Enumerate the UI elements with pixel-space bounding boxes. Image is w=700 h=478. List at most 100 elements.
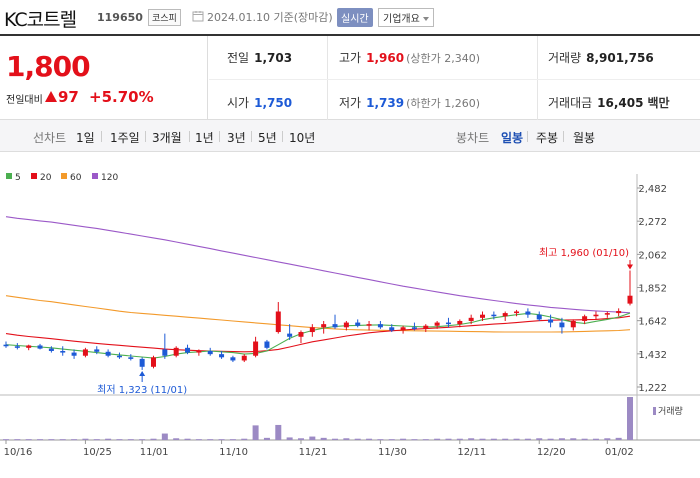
x-tick-label: 11/30 [378, 447, 407, 458]
candle-monthly[interactable]: 월봉 [573, 131, 596, 145]
volume-bar [309, 436, 316, 440]
legend-ma120[interactable]: 120 [92, 173, 118, 183]
volume-bar [252, 425, 259, 440]
volume-bar [275, 424, 282, 440]
volume-bar [332, 438, 339, 440]
volume-bar [59, 439, 66, 441]
volume-bar [116, 439, 123, 441]
volume-bar [524, 438, 531, 440]
volume-bar [456, 438, 463, 440]
candle-body [423, 325, 429, 329]
volume-bar [161, 433, 168, 440]
period-1d[interactable]: 1일 [76, 131, 95, 145]
candle-body [196, 350, 202, 353]
volume-bar [388, 439, 395, 441]
max-arrowhead [627, 264, 633, 270]
company-info-dropdown[interactable]: 기업개요 [378, 8, 434, 27]
candle-body [150, 357, 156, 367]
legend-ma60[interactable]: 60 [61, 173, 81, 183]
candle-body [309, 327, 315, 333]
stock-header: KC코트렐 119650 코스피 2024.01.10 기준(장마감) 실시간 … [0, 0, 700, 34]
legend-ma20[interactable]: 20 [31, 173, 51, 183]
y-tick-label: 2,062 [638, 250, 667, 261]
divider [101, 131, 102, 142]
candle-body [491, 314, 497, 317]
volume-bar [627, 397, 633, 440]
y-tick-label: 1,432 [638, 350, 667, 361]
candle-body [207, 350, 213, 355]
change-label: 전일대비 [6, 95, 43, 106]
volume-bar [377, 439, 384, 441]
stock-name: KC코트렐 [4, 9, 77, 31]
prev-close: 전일 1,703 [227, 51, 293, 65]
x-tick-label: 11/21 [299, 447, 328, 458]
x-tick-label: 10/16 [4, 447, 33, 458]
market-badge: 코스피 [148, 9, 181, 26]
ma120-line [5, 216, 631, 314]
volume-bar [422, 439, 429, 441]
candle-body [366, 324, 372, 326]
divider [527, 131, 528, 142]
period-1w[interactable]: 1주일 [110, 131, 140, 145]
volume-bar [71, 439, 78, 441]
chart-toolbar: 선차트 1일 1주일 3개월 1년 3년 5년 10년 봉차트 일봉 주봉 월봉 [0, 120, 700, 152]
period-3y[interactable]: 3년 [227, 131, 246, 145]
candle-body [321, 324, 327, 328]
current-price: 1,800 [6, 50, 91, 83]
volume-bar [207, 439, 214, 441]
y-tick-label: 1,852 [638, 284, 667, 295]
y-tick-label: 2,482 [638, 184, 667, 195]
volume-bar [3, 439, 9, 441]
volume-bar [366, 438, 373, 440]
legend-swatch [92, 173, 98, 179]
period-1y[interactable]: 1년 [195, 131, 214, 145]
x-tick-label: 10/25 [83, 447, 112, 458]
candle-body [60, 350, 66, 353]
divider [209, 79, 700, 80]
candle-body [82, 349, 88, 356]
volume-bar [82, 438, 89, 440]
period-5y[interactable]: 5년 [258, 131, 277, 145]
volume-bar [592, 438, 599, 440]
volume-bar [536, 438, 543, 440]
candle-body [480, 314, 486, 318]
volume-bar [570, 438, 577, 440]
candle-body [343, 322, 349, 328]
legend-ma5[interactable]: 5 [6, 173, 21, 183]
candle-weekly[interactable]: 주봉 [536, 131, 559, 145]
candle-body [48, 348, 54, 351]
ma20-line [5, 315, 631, 353]
price-change-pct: +5.70% [89, 88, 154, 106]
candle-body [105, 351, 111, 356]
candles [3, 270, 633, 370]
volume-bar [479, 438, 486, 440]
stock-chart[interactable]: 거래량 2,4822,2722,0621,8521,6421,4321,222 … [0, 152, 700, 478]
price-change: 97 [58, 88, 79, 106]
candle-body [241, 355, 247, 361]
candle-chart-label: 봉차트 [456, 131, 490, 145]
candle-daily[interactable]: 일봉 [501, 131, 524, 145]
volume-bar [581, 438, 588, 440]
x-tick-label: 11/10 [219, 447, 248, 458]
divider [219, 131, 220, 142]
low-price: 저가 1,739 (하한가 1,260) [339, 96, 480, 110]
realtime-button[interactable]: 실시간 [337, 8, 373, 27]
ma5-line [5, 312, 631, 359]
candle-body [616, 311, 622, 314]
period-10y[interactable]: 10년 [289, 131, 316, 145]
candle-body [275, 311, 281, 333]
y-tick-label: 1,642 [638, 317, 667, 328]
stock-code: 119650 [97, 11, 143, 24]
company-info-label: 기업개요 [383, 14, 420, 25]
candle-body [502, 313, 508, 317]
volume-bars: 거래량 [3, 397, 683, 441]
trade-amount: 거래대금 16,405 백만 [548, 96, 670, 110]
legend-swatch [6, 173, 12, 179]
volume-bar [468, 438, 475, 440]
volume-bar [184, 438, 191, 440]
candle-body [219, 354, 225, 358]
current-price-panel: 1,800 전일대비 97 +5.70% [0, 36, 208, 120]
candle-body [377, 324, 383, 328]
period-3m[interactable]: 3개월 [152, 131, 182, 145]
volume-bar [48, 439, 55, 441]
